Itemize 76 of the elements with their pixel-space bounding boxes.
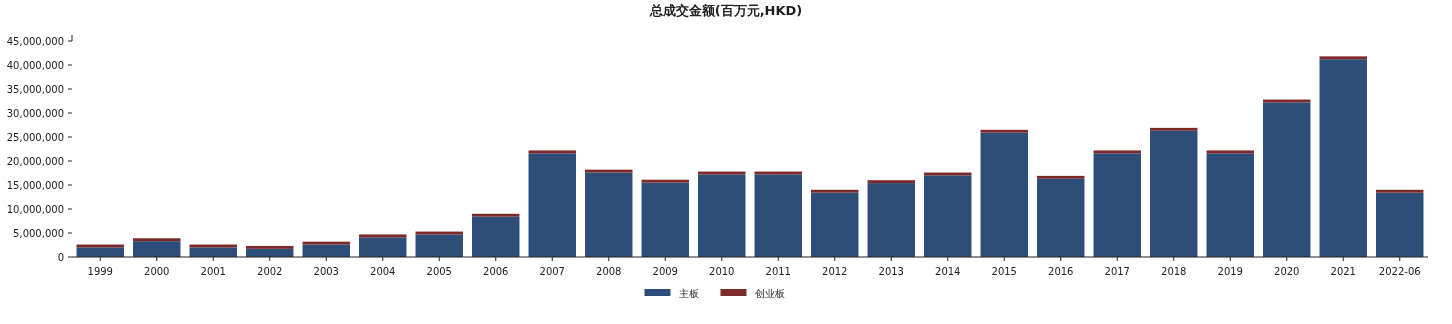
bar <box>1037 178 1085 257</box>
x-tick-label: 2003 <box>313 266 339 277</box>
bar <box>359 234 407 238</box>
x-tick-label: 2022-06 <box>1378 266 1421 277</box>
bar <box>302 241 350 245</box>
bar <box>641 182 689 257</box>
bar <box>472 213 520 217</box>
bar <box>811 189 859 193</box>
x-tick-label: 2010 <box>709 266 735 277</box>
x-tick-label: 2012 <box>822 266 848 277</box>
x-tick-label: 2020 <box>1274 266 1300 277</box>
x-tick-label: 2014 <box>935 266 961 277</box>
x-tick-label: 2007 <box>539 266 565 277</box>
bar <box>472 216 520 257</box>
bar <box>754 174 802 257</box>
y-tick-label: 45,000,000 <box>6 36 64 47</box>
bar <box>528 150 576 154</box>
x-tick-label: 2008 <box>596 266 622 277</box>
y-tick-label: 30,000,000 <box>6 108 64 119</box>
x-tick-label: 2006 <box>483 266 509 277</box>
bar <box>1093 150 1141 154</box>
bar <box>1150 130 1198 257</box>
bar <box>1376 189 1424 193</box>
bar <box>415 234 463 257</box>
x-tick-label: 2009 <box>652 266 678 277</box>
y-tick-label: 0 <box>57 252 64 263</box>
x-tick-label: 2015 <box>991 266 1017 277</box>
bar <box>1206 153 1254 257</box>
bar <box>585 169 633 173</box>
y-tick-label: 15,000,000 <box>6 180 64 191</box>
x-tick-label: 1999 <box>87 266 113 277</box>
bar <box>76 247 124 257</box>
bar <box>359 237 407 257</box>
bar <box>1319 56 1367 60</box>
bar <box>698 174 746 257</box>
bar <box>528 153 576 257</box>
bar <box>1093 153 1141 257</box>
legend-label: 主板 <box>678 288 699 299</box>
x-tick-label: 2011 <box>765 266 791 277</box>
bar <box>924 175 972 257</box>
x-tick-label: 2017 <box>1104 266 1130 277</box>
y-tick-label: 35,000,000 <box>6 84 64 95</box>
bar <box>1037 175 1085 179</box>
bar <box>1206 150 1254 154</box>
bar <box>133 238 181 242</box>
bar <box>641 179 689 183</box>
bar <box>1150 127 1198 131</box>
x-tick-label: 2013 <box>878 266 904 277</box>
bar <box>1263 102 1311 257</box>
bar <box>1319 59 1367 257</box>
bar <box>189 247 237 257</box>
bar <box>980 129 1028 133</box>
y-tick-label: 40,000,000 <box>6 60 64 71</box>
bar <box>980 132 1028 257</box>
x-tick-label: 2002 <box>257 266 283 277</box>
bar <box>811 192 859 257</box>
y-tick-label: 10,000,000 <box>6 204 64 215</box>
bar <box>1376 192 1424 257</box>
bar <box>867 183 915 257</box>
bar <box>246 245 294 249</box>
bar <box>585 172 633 257</box>
y-tick-label: 20,000,000 <box>6 156 64 167</box>
bar <box>867 180 915 184</box>
x-tick-label: 2019 <box>1217 266 1243 277</box>
x-tick-label: 2004 <box>370 266 396 277</box>
legend-label: 创业板 <box>754 288 785 299</box>
chart-title: 总成交金额(百万元,HKD) <box>648 3 803 18</box>
y-tick-label: 5,000,000 <box>13 228 64 239</box>
x-tick-label: 2001 <box>200 266 226 277</box>
x-tick-label: 2000 <box>144 266 170 277</box>
y-tick-label: 25,000,000 <box>6 132 64 143</box>
x-tick-label: 2021 <box>1330 266 1356 277</box>
bar <box>133 241 181 257</box>
x-tick-label: 2005 <box>426 266 452 277</box>
x-tick-label: 2016 <box>1048 266 1074 277</box>
x-tick-label: 2018 <box>1161 266 1187 277</box>
